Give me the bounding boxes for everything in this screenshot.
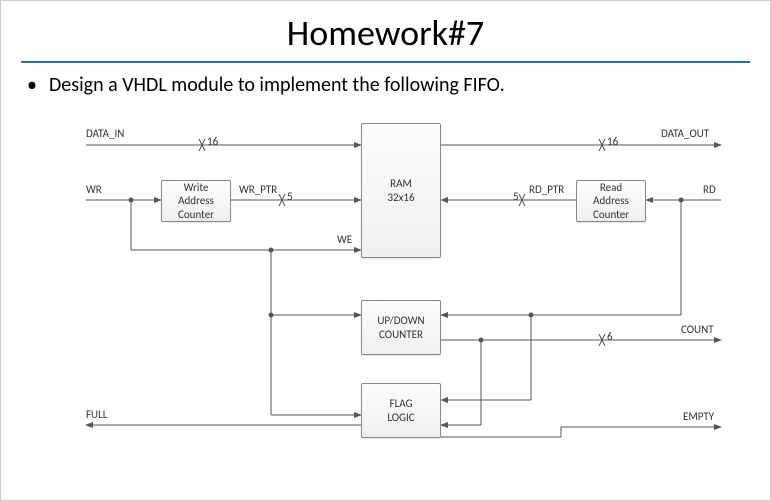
wr-ptr-width: 5	[287, 190, 293, 203]
block-label: Address	[593, 194, 629, 207]
block-label: LOGIC	[387, 411, 414, 424]
fifo-diagram: Write Address Counter RAM 32x16 Read Add…	[21, 105, 750, 485]
data-out-label: DATA_OUT	[661, 127, 709, 140]
rd-ptr-label: RD_PTR	[529, 183, 564, 196]
block-label: Address	[178, 194, 214, 207]
we-label: WE	[337, 233, 352, 246]
data-out-width: 16	[607, 135, 618, 148]
updown-counter-block: UP/DOWN COUNTER	[361, 300, 441, 355]
title-underline	[21, 61, 750, 63]
rd-ptr-width: 5	[513, 190, 519, 203]
empty-label: EMPTY	[683, 410, 714, 423]
rd-label: RD	[703, 183, 716, 196]
slide-title: Homework#7	[21, 11, 750, 61]
wr-ptr-label: WR_PTR	[239, 183, 277, 196]
bullet-text: Design a VHDL module to implement the fo…	[21, 73, 750, 97]
count-label: COUNT	[681, 323, 714, 336]
count-width: 6	[607, 330, 613, 343]
full-label: FULL	[86, 408, 107, 421]
write-address-counter-block: Write Address Counter	[161, 180, 231, 222]
block-label: Read	[600, 181, 622, 194]
block-label: Write	[184, 181, 209, 194]
block-label: FLAG	[390, 397, 413, 410]
block-label: Counter	[593, 208, 629, 221]
block-label: 32x16	[387, 191, 414, 204]
block-label: Counter	[178, 208, 214, 221]
flag-logic-block: FLAG LOGIC	[361, 383, 441, 438]
data-in-label: DATA_IN	[86, 127, 124, 140]
ram-block: RAM 32x16	[361, 123, 441, 258]
read-address-counter-block: Read Address Counter	[576, 180, 646, 222]
block-label: RAM	[390, 177, 412, 190]
block-label: COUNTER	[379, 328, 423, 341]
data-in-width: 16	[207, 135, 218, 148]
wr-label: WR	[86, 183, 102, 196]
block-label: UP/DOWN	[377, 314, 424, 327]
